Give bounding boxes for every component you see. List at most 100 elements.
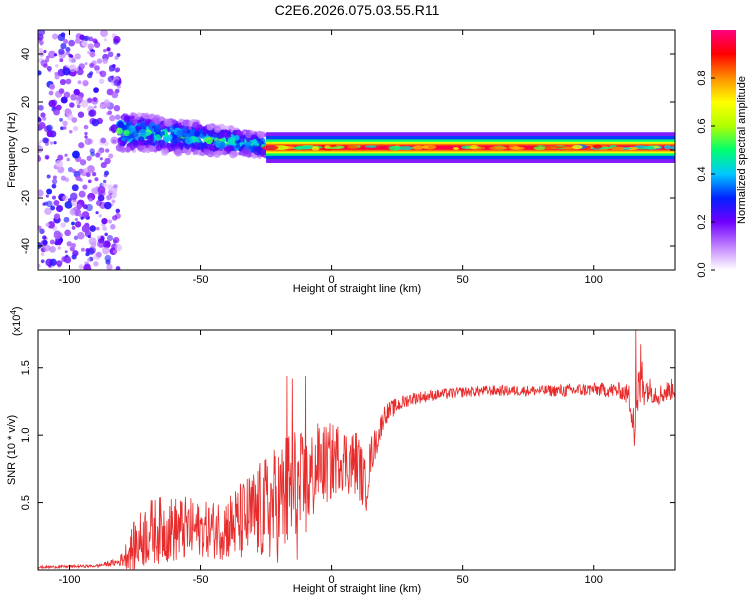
spectrogram-noise-cell bbox=[74, 217, 78, 222]
spectrogram-noise-cell bbox=[113, 104, 121, 112]
spectrogram-onset-cell bbox=[191, 144, 195, 148]
spectrogram-noise-cell bbox=[46, 188, 53, 195]
spectrogram-noise-cell bbox=[79, 178, 83, 182]
spectrogram-x-axis-title: Height of straight line (km) bbox=[293, 283, 421, 295]
spectrogram-carrier-cell bbox=[346, 144, 359, 150]
spectrogram-noise-cell bbox=[64, 153, 68, 157]
spectrogram-noise-cell bbox=[88, 110, 95, 117]
spectrogram-noise-cell bbox=[99, 103, 105, 110]
colorbar-tick-label: 0.6 bbox=[696, 118, 708, 133]
spectrogram-noise-cell bbox=[101, 246, 110, 255]
spectrogram-noise-cell bbox=[104, 232, 108, 237]
spectrogram-noise-cell bbox=[107, 51, 114, 58]
spectrogram-noise-cell bbox=[53, 232, 61, 240]
spectrogram-noise-cell bbox=[46, 65, 52, 72]
spectrogram-onset-cell bbox=[132, 131, 139, 138]
spectrogram-onset-cell bbox=[155, 124, 161, 130]
spectrogram-x-tick-label: 100 bbox=[585, 274, 603, 286]
spectrogram-noise-cell bbox=[90, 151, 96, 157]
spectrogram-noise-cell bbox=[72, 150, 80, 159]
spectrogram-noise-cell bbox=[97, 194, 105, 202]
spectrogram-noise-cell bbox=[64, 229, 71, 237]
snr-series-line bbox=[38, 330, 675, 570]
spectrogram-noise-cell bbox=[60, 175, 66, 181]
spectrogram-noise-cell bbox=[70, 242, 76, 248]
spectrogram-noise-cell bbox=[56, 204, 64, 213]
spectrogram-noise-cell bbox=[46, 174, 51, 179]
spectrogram-noise-cell bbox=[80, 99, 89, 108]
snr-x-tick-label: 50 bbox=[457, 574, 469, 586]
spectrogram-noise-cell bbox=[64, 256, 72, 264]
spectrogram-noise-cell bbox=[114, 243, 123, 252]
spectrogram-onset-cell bbox=[123, 116, 130, 123]
colorbar: 0.0 0.2 0.4 0.6 0.8 Normalized spectral ampl… bbox=[696, 30, 748, 278]
spectrogram-noise-cell bbox=[111, 91, 119, 99]
spectrogram-noise-cell bbox=[54, 74, 60, 80]
spectrogram-onset-cell bbox=[172, 119, 177, 125]
spectrogram-noise-cell bbox=[38, 263, 41, 269]
spectrogram-noise-cell bbox=[60, 32, 66, 37]
spectrogram-noise-cell bbox=[48, 90, 54, 96]
spectrogram-noise-cell bbox=[95, 69, 100, 74]
spectrogram-noise-cell bbox=[81, 224, 90, 233]
spectrogram-noise-cell bbox=[62, 120, 68, 127]
spectrogram-noise-cell bbox=[63, 216, 70, 223]
spectrogram-noise-cell bbox=[84, 138, 92, 146]
spectrogram-y-tick-label: 40 bbox=[20, 48, 32, 60]
spectrogram-onset-cell bbox=[137, 112, 142, 118]
spectrogram-onset-cell bbox=[157, 139, 166, 148]
spectrogram-carrier-cell bbox=[494, 146, 508, 150]
spectrogram-onset-cell bbox=[198, 129, 204, 134]
snr-x-tick-label: -50 bbox=[193, 574, 209, 586]
spectrogram-noise-cell bbox=[100, 162, 107, 169]
spectrogram-onset-cell bbox=[159, 123, 165, 129]
spectrogram-noise-cell bbox=[95, 211, 99, 215]
spectrogram-noise-cell bbox=[83, 81, 89, 86]
spectrogram-noise-cell bbox=[55, 104, 62, 111]
spectrogram-noise-cell bbox=[66, 241, 72, 247]
spectrogram-carrier-cell bbox=[610, 146, 624, 151]
spectrogram-noise-cell bbox=[78, 213, 83, 218]
spectrogram-carrier-cell bbox=[509, 146, 525, 150]
spectrogram-panel: -100 -50 0 50 100 -40 -20 0 20 40 Height of stra… bbox=[6, 29, 676, 295]
spectrogram-onset-cell bbox=[222, 150, 228, 156]
spectrogram-noise-cell bbox=[38, 225, 42, 231]
spectrogram-noise-cell bbox=[53, 108, 60, 116]
spectrogram-onset-cell bbox=[187, 126, 192, 130]
colorbar-tick-label: 0.2 bbox=[696, 214, 708, 229]
spectrogram-noise-cell bbox=[58, 48, 65, 55]
spectrogram-noise-cell bbox=[106, 263, 113, 270]
spectrogram-noise-cell bbox=[56, 240, 62, 246]
spectrogram-carrier-cell bbox=[663, 145, 672, 150]
spectrogram-noise-cell bbox=[71, 199, 78, 206]
spectrogram-noise-cell bbox=[106, 47, 111, 52]
spectrogram-onset-cell bbox=[193, 149, 199, 155]
spectrogram-noise-cell bbox=[63, 91, 71, 99]
spectrogram-noise-cell bbox=[56, 260, 63, 267]
spectrogram-carrier-cell bbox=[422, 145, 429, 149]
spectrogram-onset-cell bbox=[245, 137, 251, 142]
spectrogram-noise-cell bbox=[107, 190, 111, 194]
spectrogram-onset-cell bbox=[153, 115, 158, 120]
spectrogram-noise-cell bbox=[46, 200, 53, 208]
spectrogram-noise-cell bbox=[104, 254, 112, 262]
spectrogram-onset-cell bbox=[174, 148, 183, 157]
spectrogram-noise-cell bbox=[62, 195, 68, 201]
spectrogram-noise-cell bbox=[101, 217, 108, 225]
spectrogram-noise-cell bbox=[66, 113, 74, 121]
spectrogram-noise-cell bbox=[65, 46, 71, 53]
spectrogram-carrier-cell bbox=[277, 145, 287, 151]
spectrogram-noise-cell bbox=[38, 145, 44, 153]
spectrogram-noise-cell bbox=[115, 67, 121, 73]
spectrogram-onset-cell bbox=[125, 146, 131, 153]
spectrogram-noise-cell bbox=[108, 67, 113, 72]
spectrogram-noise-cell bbox=[103, 240, 111, 249]
spectrogram-onset-cell bbox=[213, 150, 221, 158]
colorbar-tick-label: 0.4 bbox=[696, 166, 708, 181]
spectrogram-noise-cell bbox=[87, 43, 94, 50]
spectrogram-noise-cell bbox=[72, 250, 79, 257]
snr-x-tick-label: -100 bbox=[58, 574, 80, 586]
spectrogram-noise-cell bbox=[113, 239, 117, 244]
spectrogram-carrier-cell bbox=[670, 145, 675, 150]
spectrogram-noise-cell bbox=[110, 136, 119, 145]
